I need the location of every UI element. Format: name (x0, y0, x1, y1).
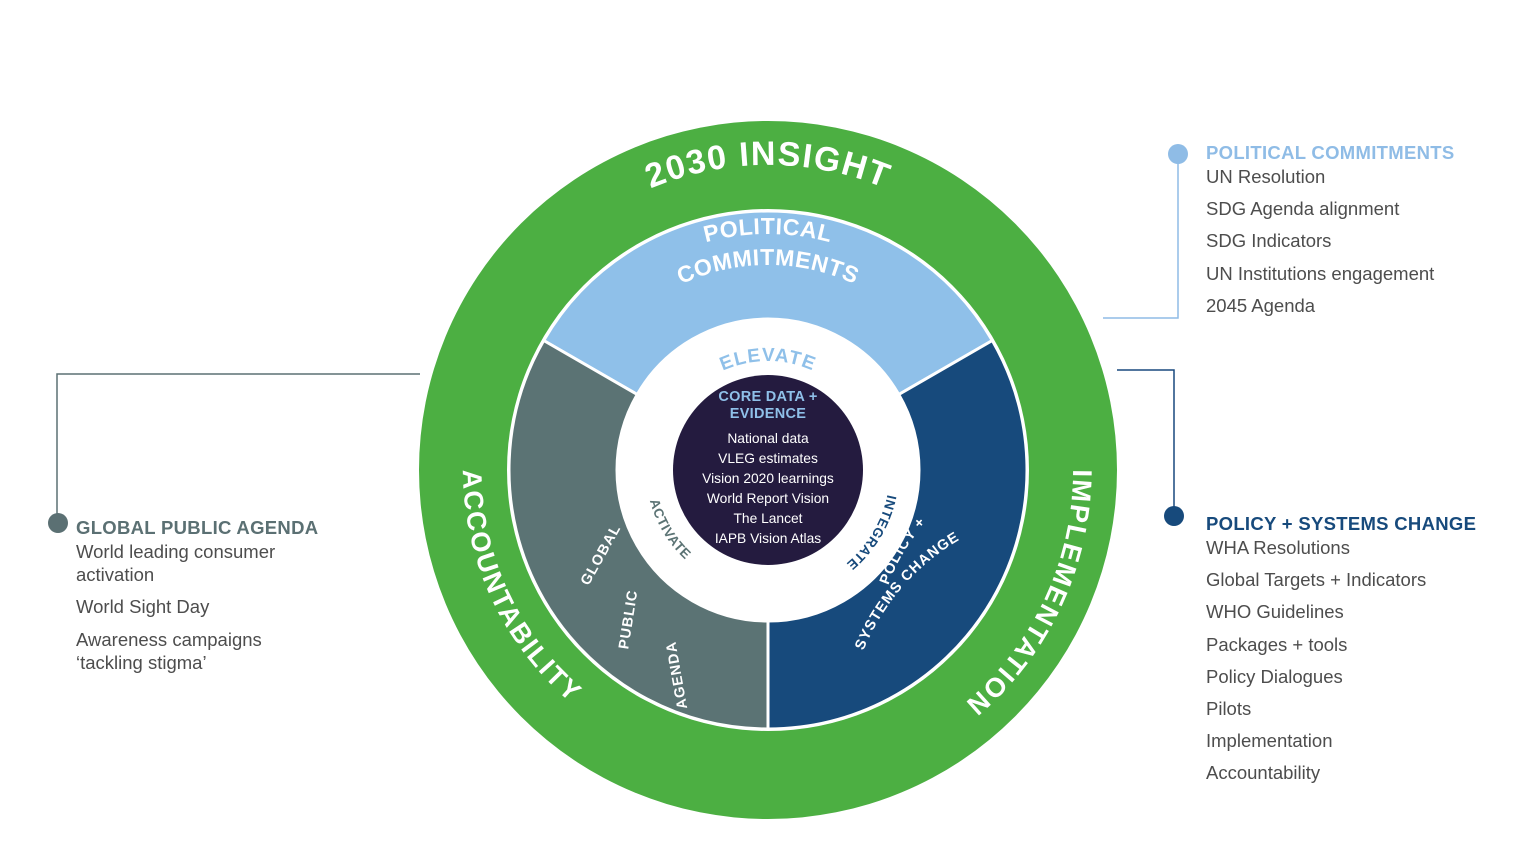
svg-text:The Lancet: The Lancet (733, 511, 802, 526)
svg-text:CORE DATA +: CORE DATA + (718, 389, 817, 405)
svg-text:VLEG estimates: VLEG estimates (718, 451, 818, 466)
svg-text:National data: National data (727, 431, 809, 446)
svg-text:Vision 2020 learnings: Vision 2020 learnings (702, 471, 834, 486)
svg-text:EVIDENCE: EVIDENCE (730, 406, 807, 422)
svg-text:IAPB Vision Atlas: IAPB Vision Atlas (715, 531, 821, 546)
svg-text:World Report Vision: World Report Vision (707, 491, 829, 506)
